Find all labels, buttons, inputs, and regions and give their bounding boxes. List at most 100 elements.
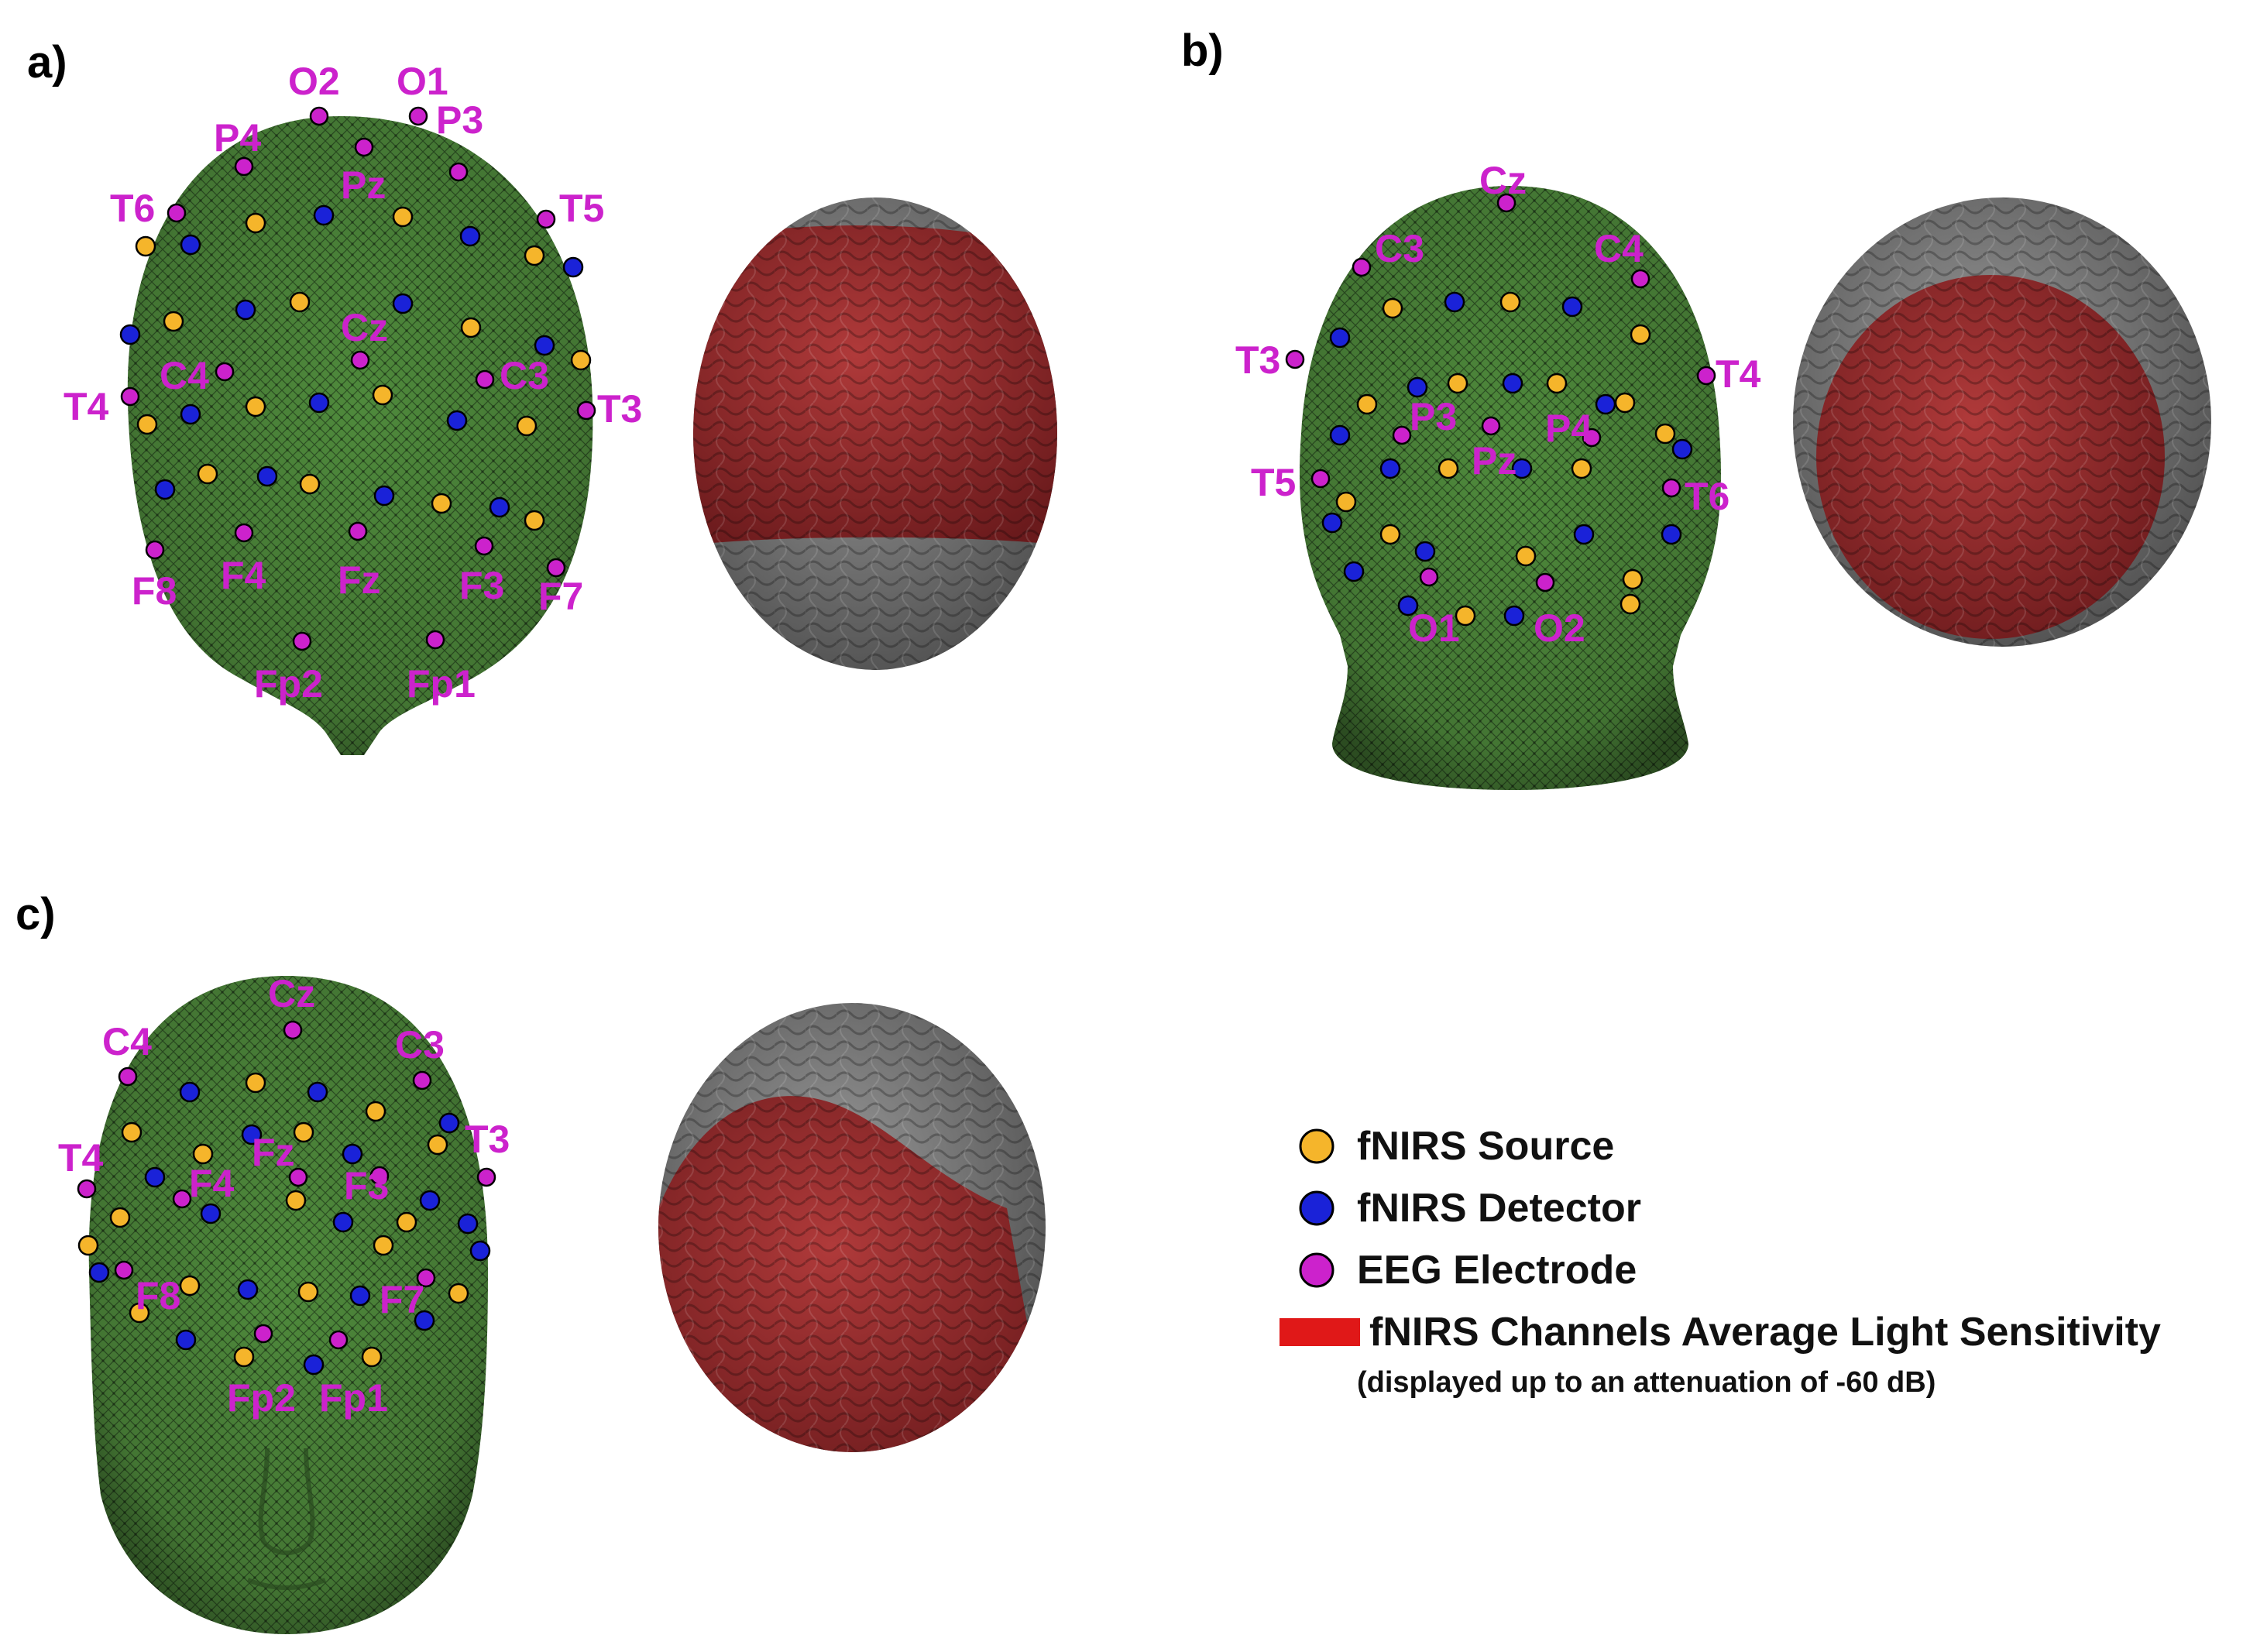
eeg-label-b-1: C3 (1375, 227, 1424, 270)
source-b-14 (1620, 593, 1641, 615)
eeg-label-c-1: C4 (102, 1020, 152, 1063)
detector-b-3 (1407, 376, 1428, 398)
detector-c-8 (419, 1190, 441, 1211)
head-back-view (1300, 186, 1721, 790)
source-c-8 (396, 1211, 417, 1233)
source-c-7 (109, 1207, 131, 1228)
detector-c-0 (179, 1081, 201, 1103)
legend-note: (displayed up to an attenuation of -60 d… (1357, 1366, 1936, 1399)
eeg-label-a-14: Fz (338, 558, 381, 602)
eeg-electrode-b-0 (1496, 193, 1517, 213)
detector-c-2 (241, 1124, 263, 1145)
legend-eeg-marker (1299, 1252, 1334, 1288)
source-c-16 (361, 1346, 383, 1368)
source-c-9 (373, 1235, 394, 1256)
source-a-5 (289, 291, 311, 313)
eeg-label-b-7: P4 (1545, 407, 1592, 450)
eeg-label-c-2: C3 (395, 1023, 445, 1066)
eeg-electrode-a-4 (354, 137, 374, 157)
detector-b-8 (1511, 458, 1533, 479)
source-a-10 (516, 415, 538, 437)
detector-b-10 (1414, 541, 1436, 562)
eeg-electrode-c-2 (412, 1070, 432, 1090)
eeg-electrode-a-2 (234, 156, 254, 177)
detector-a-0 (313, 204, 335, 226)
eeg-label-a-0: O2 (288, 60, 340, 103)
brain-front-view (658, 1003, 1046, 1452)
detector-c-4 (342, 1143, 363, 1165)
eeg-electrode-a-16 (546, 558, 566, 578)
eeg-label-b-4: T4 (1716, 352, 1761, 396)
source-a-9 (372, 384, 393, 406)
detector-c-6 (200, 1203, 222, 1224)
eeg-label-b-11: O2 (1534, 606, 1585, 650)
eeg-label-a-16: F7 (538, 575, 583, 618)
eeg-label-b-6: Pz (1472, 439, 1517, 483)
source-c-0 (245, 1072, 266, 1094)
source-a-13 (299, 473, 321, 495)
brain-back-view (1793, 197, 2211, 647)
detector-a-2 (180, 234, 201, 256)
source-c-1 (365, 1101, 386, 1122)
eeg-label-b-2: C4 (1594, 227, 1644, 270)
eeg-electrode-a-6 (536, 209, 556, 229)
eeg-electrode-c-11 (328, 1330, 349, 1350)
eeg-label-a-6: T5 (559, 187, 604, 230)
detector-c-5 (144, 1166, 166, 1188)
eeg-label-a-5: T6 (110, 187, 155, 230)
eeg-label-c-8: F8 (136, 1274, 180, 1317)
detector-c-15 (469, 1240, 491, 1262)
panel-label-a: a) (27, 37, 67, 88)
eeg-electrode-b-7 (1582, 428, 1602, 448)
detector-b-1 (1561, 296, 1583, 318)
detector-a-6 (119, 324, 141, 345)
eeg-label-c-5: Fz (252, 1131, 295, 1174)
detector-b-11 (1573, 524, 1595, 545)
eeg-electrode-c-8 (114, 1260, 134, 1280)
eeg-electrode-a-14 (348, 521, 368, 541)
eeg-electrode-a-12 (145, 540, 165, 560)
detector-b-2 (1329, 327, 1351, 349)
detector-a-9 (446, 410, 468, 431)
eeg-labels: O2 O1 P4 P3 Pz T6 T5 Cz C4 C3 T4 T3 F8 F4 Fz F3 F7 Fp2 Fp1… (58, 60, 1761, 1420)
detector-b-6 (1329, 424, 1351, 446)
eeg-label-a-12: F8 (132, 569, 177, 613)
source-a-0 (245, 212, 266, 234)
eeg-label-a-13: F4 (221, 554, 266, 597)
eeg-electrode-a-17 (292, 631, 312, 651)
source-c-15 (233, 1346, 255, 1368)
eeg-electrode-c-7 (369, 1166, 390, 1186)
eeg-electrode-c-3 (77, 1179, 97, 1199)
detector-a-7 (534, 335, 555, 356)
eeg-label-b-9: T6 (1685, 475, 1729, 518)
source-a-3 (524, 245, 545, 266)
eeg-label-a-11: T3 (597, 387, 642, 431)
source-b-7 (1438, 458, 1459, 479)
source-b-2 (1630, 324, 1651, 345)
detector-a-3 (562, 256, 584, 278)
eeg-electrode-a-5 (167, 203, 187, 223)
eeg-electrode-a-8 (215, 362, 235, 382)
detector-c-10 (88, 1262, 110, 1283)
source-c-2 (121, 1121, 143, 1143)
detector-a-12 (373, 485, 395, 507)
source-a-4 (163, 311, 184, 332)
source-b-11 (1379, 524, 1401, 545)
eeg-electrode-a-10 (120, 386, 140, 407)
legend: fNIRS Source fNIRS Detector EEG Electrod… (1280, 1124, 2161, 1399)
eeg-electrode-a-3 (448, 162, 469, 182)
eeg-electrode-c-1 (118, 1066, 138, 1087)
detector-b-16 (1321, 512, 1343, 534)
eeg-electrode-a-13 (234, 523, 254, 543)
eeg-electrode-b-8 (1310, 469, 1331, 489)
source-a-11 (136, 414, 158, 435)
panel-label-b: b) (1181, 26, 1224, 76)
source-b-9 (1654, 423, 1676, 445)
eeg-electrode-c-0 (283, 1020, 303, 1040)
detector-a-13 (489, 496, 510, 518)
eeg-label-c-7: F3 (344, 1164, 389, 1207)
detector-b-7 (1379, 458, 1401, 479)
detector-b-4 (1502, 373, 1523, 394)
eeg-label-a-9: C3 (500, 354, 549, 397)
